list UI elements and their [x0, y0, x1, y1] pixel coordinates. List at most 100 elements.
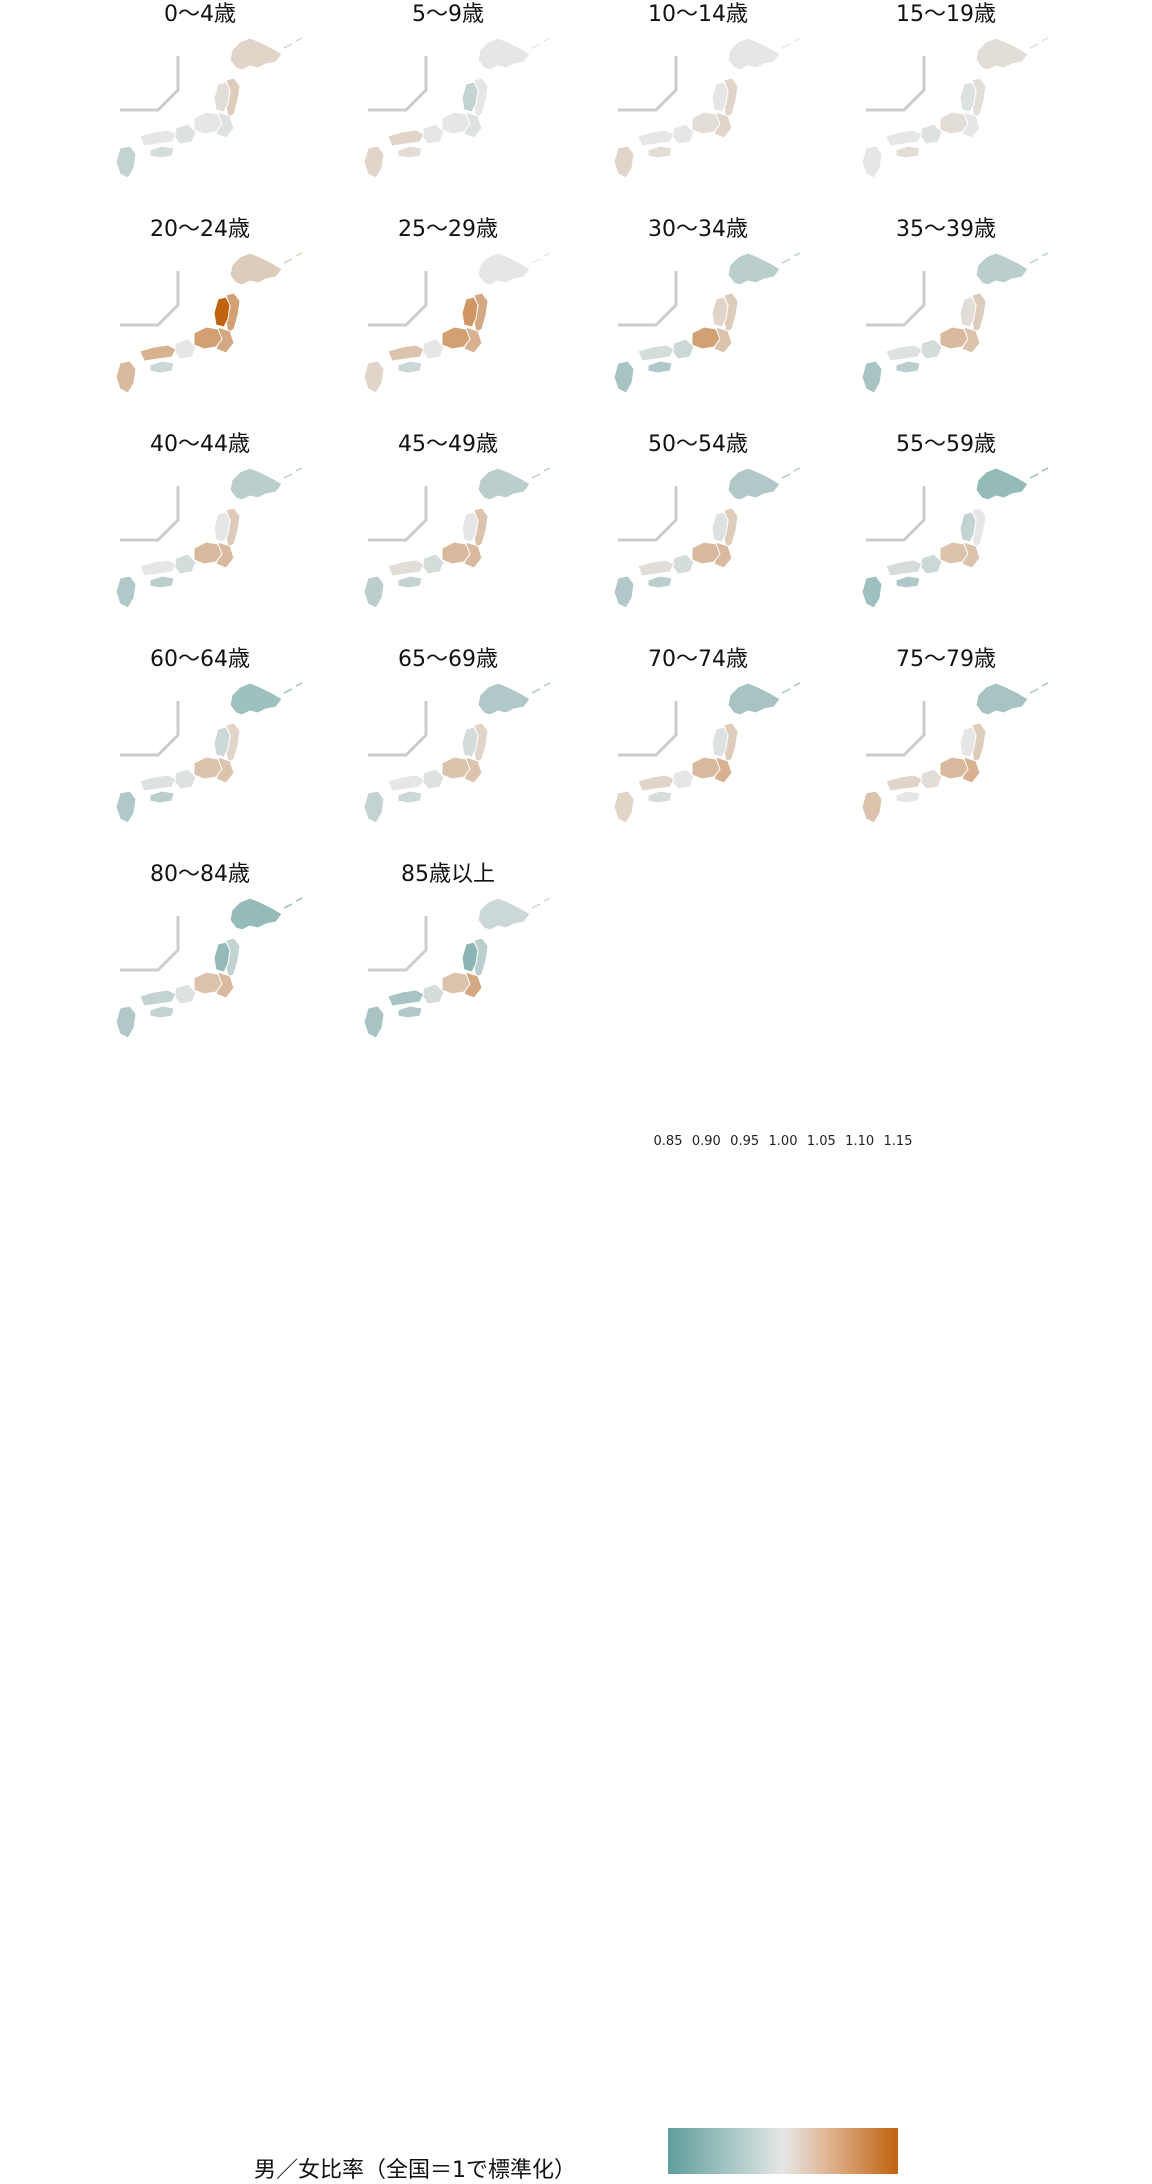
legend-color-bar: [668, 2128, 898, 2174]
kuril-islands: [531, 252, 551, 264]
legend-tick-mark: [668, 1108, 669, 1114]
region-hokkaido: [975, 37, 1029, 71]
small-multiples-grid: 0〜4歳 5〜9歳 10〜14歳 15〜19歳 20〜24歳 25〜29歳 30〜34歳 35…: [0, 0, 1152, 1060]
region-kyushu: [613, 360, 635, 394]
panel-title: 70〜74歳: [648, 647, 748, 672]
region-kansai: [919, 553, 943, 575]
color-legend: 男／女比率（全国＝1で標準化）: [0, 1060, 1152, 2183]
inset-frame-line: [120, 916, 180, 972]
region-chubu: [441, 111, 471, 135]
panel-title: 85歳以上: [401, 862, 495, 887]
map-panel: 0〜4歳: [100, 0, 350, 215]
inset-frame-line: [120, 701, 180, 757]
region-kyushu: [115, 145, 137, 179]
kuril-islands: [531, 682, 551, 694]
region-shikoku: [397, 790, 423, 804]
legend-tick-mark: [706, 1068, 708, 1074]
region-kyushu: [861, 145, 883, 179]
region-hokkaido: [229, 252, 283, 286]
region-kansai: [173, 338, 197, 360]
inset-frame-line: [368, 701, 428, 757]
japan-map: [613, 37, 801, 179]
region-niigata: [959, 81, 977, 113]
panel-title: 10〜14歳: [648, 2, 748, 27]
region-hokkaido: [727, 252, 781, 286]
region-hokkaido: [477, 682, 531, 716]
region-kansai: [671, 338, 695, 360]
region-hokkaido: [229, 897, 283, 931]
kuril-islands: [531, 897, 551, 909]
inset-frame-line: [866, 486, 926, 542]
region-hokkaido: [727, 682, 781, 716]
map-panel: 65〜69歳: [348, 645, 598, 860]
map-panel: 40〜44歳: [100, 430, 350, 645]
region-kansai: [919, 338, 943, 360]
region-niigata: [461, 296, 479, 328]
map-panel: 15〜19歳: [846, 0, 1096, 215]
inset-frame-line: [368, 56, 428, 112]
region-hokkaido: [975, 682, 1029, 716]
panel-title: 80〜84歳: [150, 862, 250, 887]
legend-title: 男／女比率（全国＝1で標準化）: [254, 2158, 576, 2183]
japan-map: [363, 252, 551, 394]
region-niigata: [461, 81, 479, 113]
region-shikoku: [647, 360, 673, 374]
japan-map: [363, 467, 551, 609]
region-chubu: [441, 541, 471, 565]
region-niigata: [711, 296, 729, 328]
region-hokkaido: [975, 252, 1029, 286]
region-niigata: [959, 726, 977, 758]
region-shikoku: [647, 145, 673, 159]
region-kansai: [671, 123, 695, 145]
region-kyushu: [363, 360, 385, 394]
japan-map: [115, 467, 303, 609]
kuril-islands: [531, 37, 551, 49]
region-niigata: [711, 726, 729, 758]
region-chugoku: [139, 559, 177, 577]
map-panel: 30〜34歳: [598, 215, 848, 430]
region-niigata: [213, 726, 231, 758]
region-kyushu: [613, 790, 635, 824]
region-chubu: [691, 111, 721, 135]
region-chugoku: [885, 774, 923, 792]
kuril-islands: [1029, 682, 1049, 694]
japan-map: [115, 37, 303, 179]
panel-title: 30〜34歳: [648, 217, 748, 242]
region-chugoku: [387, 344, 425, 362]
panel-title: 5〜9歳: [412, 2, 484, 27]
region-chugoku: [387, 559, 425, 577]
japan-map: [613, 467, 801, 609]
region-shikoku: [397, 1005, 423, 1019]
region-kansai: [919, 768, 943, 790]
kuril-islands: [1029, 252, 1049, 264]
panel-title: 60〜64歳: [150, 647, 250, 672]
region-kansai: [919, 123, 943, 145]
japan-map: [861, 467, 1049, 609]
region-hokkaido: [727, 467, 781, 501]
region-kyushu: [115, 575, 137, 609]
region-kansai: [421, 553, 445, 575]
kuril-islands: [1029, 467, 1049, 479]
japan-map: [363, 37, 551, 179]
map-panel: 80〜84歳: [100, 860, 350, 1075]
region-kansai: [173, 983, 197, 1005]
region-niigata: [213, 296, 231, 328]
region-hokkaido: [727, 37, 781, 71]
inset-frame-line: [368, 271, 428, 327]
region-shikoku: [895, 360, 921, 374]
region-niigata: [461, 941, 479, 973]
region-hokkaido: [229, 37, 283, 71]
legend-tick-label: 0.90: [691, 1134, 721, 1149]
region-kyushu: [115, 790, 137, 824]
japan-map: [861, 252, 1049, 394]
region-hokkaido: [229, 682, 283, 716]
panel-title: 40〜44歳: [150, 432, 250, 457]
region-kansai: [173, 553, 197, 575]
region-chugoku: [387, 129, 425, 147]
region-chubu: [193, 541, 223, 565]
kuril-islands: [283, 37, 303, 49]
kuril-islands: [283, 252, 303, 264]
region-shikoku: [149, 790, 175, 804]
map-panel: 60〜64歳: [100, 645, 350, 860]
kuril-islands: [283, 467, 303, 479]
